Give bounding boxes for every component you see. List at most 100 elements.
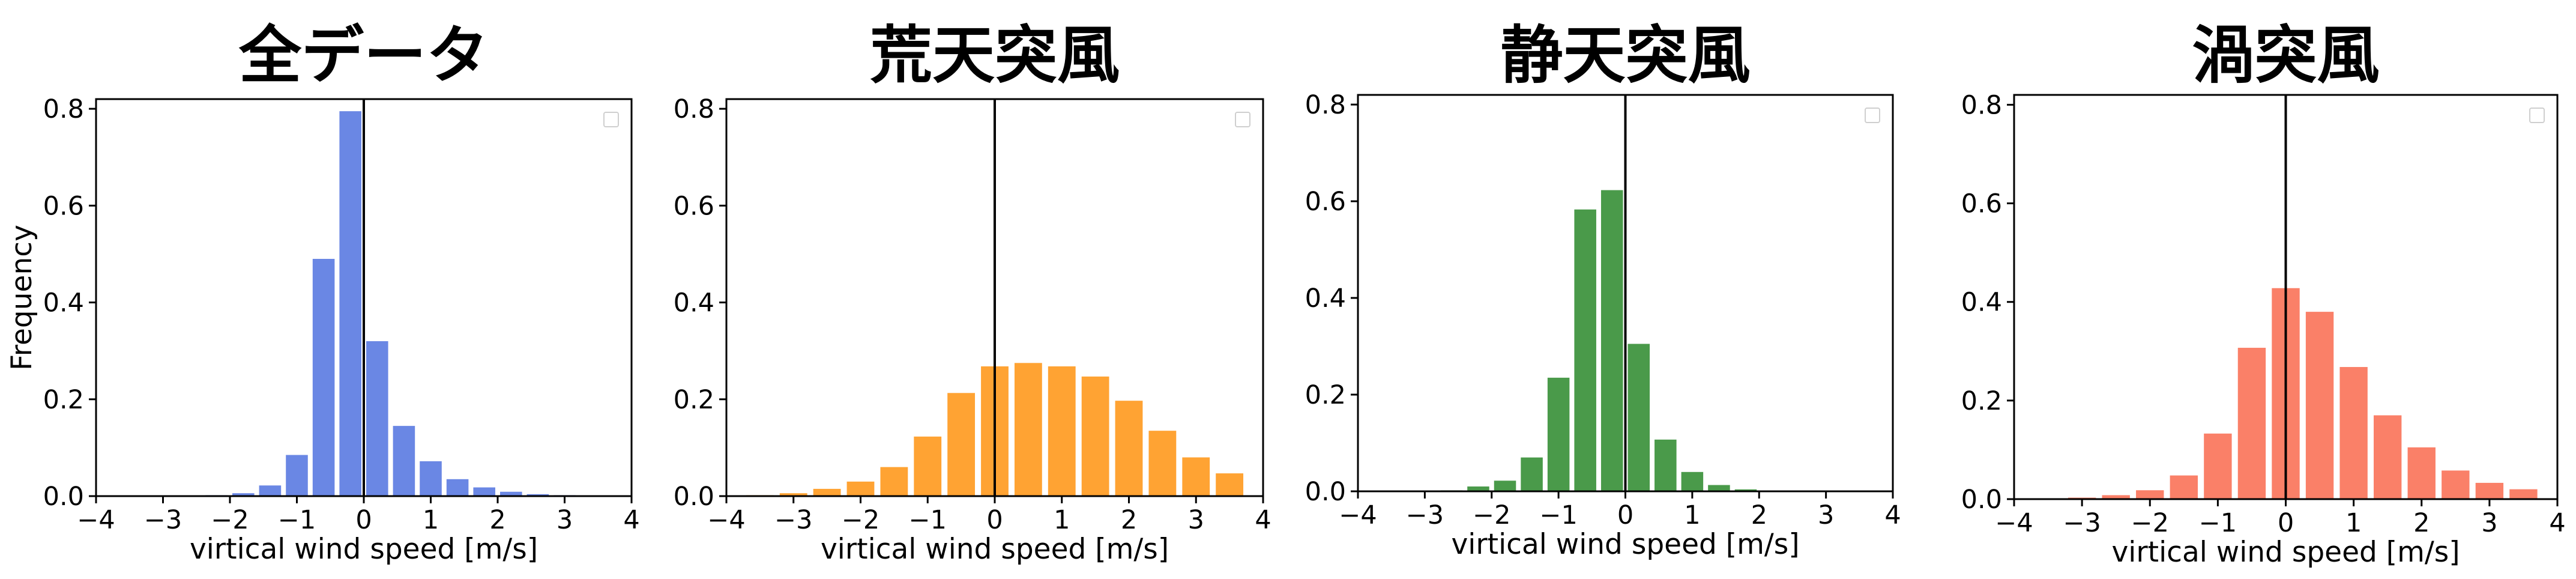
- bar: [259, 485, 282, 496]
- bar: [2373, 415, 2402, 499]
- y-tick-label: 0.8: [674, 94, 714, 124]
- y-tick-label: 0.2: [1961, 386, 2002, 416]
- x-tick-label: 1: [1054, 505, 1070, 535]
- x-tick-label: 4: [2549, 508, 2565, 538]
- chart-title: 渦突風: [2192, 19, 2379, 92]
- y-tick-label: 0.0: [1305, 477, 1346, 507]
- y-tick-label: 0.6: [43, 191, 84, 221]
- bar: [286, 455, 308, 496]
- x-tick-label: 4: [1884, 500, 1901, 530]
- y-tick-label: 0.2: [43, 385, 84, 415]
- x-tick-label: 3: [1188, 505, 1204, 535]
- x-tick-label: 1: [1684, 500, 1700, 530]
- x-tick-label: 4: [623, 505, 639, 535]
- x-tick-label: −3: [2063, 508, 2101, 538]
- bar: [779, 493, 807, 496]
- x-axis-label: virtical wind speed [m/s]: [2111, 536, 2460, 569]
- bar: [1467, 486, 1489, 491]
- bar: [473, 487, 495, 496]
- x-tick-label: 2: [2413, 508, 2430, 538]
- y-tick-label: 0.8: [1305, 90, 1346, 120]
- bar: [2170, 475, 2198, 499]
- bar: [2204, 433, 2232, 499]
- bar: [1574, 209, 1596, 491]
- x-tick-label: −2: [2131, 508, 2169, 538]
- y-tick-label: 0.8: [43, 94, 84, 124]
- x-tick-label: 0: [355, 505, 372, 535]
- legend-box: [2529, 108, 2545, 123]
- bar: [1547, 377, 1570, 491]
- y-tick-label: 0.4: [674, 288, 714, 318]
- x-tick-label: −1: [2199, 508, 2237, 538]
- x-tick-label: −4: [1339, 500, 1377, 530]
- chart-panel-3: −4 −3 −2 −1 0 1 2 3 4 0.0 0.2 0.4 0.6 0.8 virtical win…: [1305, 19, 1901, 561]
- bar: [2407, 447, 2436, 499]
- bar: [366, 341, 388, 496]
- chart-panel-4: −4 −3 −2 −1 0 1 2 3 4 0.0 0.2 0.4 0.6 0.8 virtical win…: [1961, 19, 2566, 569]
- x-tick-label: −1: [1539, 500, 1577, 530]
- x-tick-label: 0: [1617, 500, 1633, 530]
- x-tick-label: 3: [2481, 508, 2497, 538]
- bar: [1600, 190, 1623, 491]
- bar: [500, 491, 522, 496]
- bar: [1014, 363, 1042, 496]
- y-tick-label: 0.2: [1305, 380, 1346, 410]
- x-tick-label: −3: [144, 505, 182, 535]
- x-tick-label: −2: [842, 505, 879, 535]
- bar: [1182, 457, 1210, 496]
- bar: [2102, 495, 2130, 499]
- x-tick-label: −3: [1406, 500, 1444, 530]
- chart-title: 全データ: [238, 19, 489, 92]
- bar: [2339, 367, 2368, 499]
- x-tick-label: 2: [1121, 505, 1137, 535]
- bar: [1115, 401, 1143, 496]
- y-tick-label: 0.6: [674, 191, 714, 221]
- bar: [1627, 344, 1650, 491]
- bar: [846, 481, 875, 496]
- bar: [312, 259, 335, 496]
- x-tick-label: 1: [423, 505, 439, 535]
- bar: [1216, 473, 1244, 496]
- x-tick-label: −3: [774, 505, 812, 535]
- bar: [813, 488, 841, 496]
- x-tick-label: 0: [2278, 508, 2294, 538]
- x-tick-label: 3: [557, 505, 573, 535]
- bar: [1048, 366, 1076, 496]
- bar: [393, 426, 415, 496]
- bar: [914, 436, 942, 496]
- x-tick-label: 3: [1818, 500, 1834, 530]
- x-tick-label: −2: [1473, 500, 1510, 530]
- bar: [2475, 482, 2504, 499]
- x-tick-label: 2: [1751, 500, 1767, 530]
- y-tick-label: 0.0: [43, 482, 84, 512]
- bar: [2442, 470, 2470, 499]
- bar: [446, 479, 469, 496]
- x-tick-label: −1: [909, 505, 947, 535]
- bar: [1081, 376, 1109, 496]
- x-tick-label: −1: [278, 505, 316, 535]
- bar: [2237, 348, 2266, 499]
- bar: [1708, 485, 1730, 491]
- bar: [1654, 439, 1677, 491]
- x-tick-label: 1: [2345, 508, 2362, 538]
- bar: [1734, 489, 1757, 491]
- x-tick-label: −4: [77, 505, 115, 535]
- legend-box: [1865, 108, 1880, 123]
- x-tick-label: 0: [986, 505, 1003, 535]
- y-tick-label: 0.4: [43, 288, 84, 318]
- chart-panel-1: −4 −3 −2 −1 0 1 2 3 4 0.0 0.2 0.4 0.6 0.8 virtical win…: [5, 19, 640, 566]
- bar: [1148, 431, 1177, 496]
- bar: [232, 493, 255, 496]
- bar: [339, 111, 361, 496]
- x-tick-label: 2: [489, 505, 505, 535]
- x-axis-label: virtical wind speed [m/s]: [190, 533, 538, 566]
- legend-box: [1235, 112, 1250, 127]
- chart-title: 荒天突風: [870, 19, 1120, 92]
- bar: [1681, 471, 1704, 491]
- bar: [420, 461, 442, 496]
- y-tick-label: 0.6: [1305, 187, 1346, 217]
- chart-title: 静天突風: [1500, 19, 1750, 92]
- bar: [880, 467, 908, 496]
- y-tick-label: 0.4: [1305, 283, 1346, 314]
